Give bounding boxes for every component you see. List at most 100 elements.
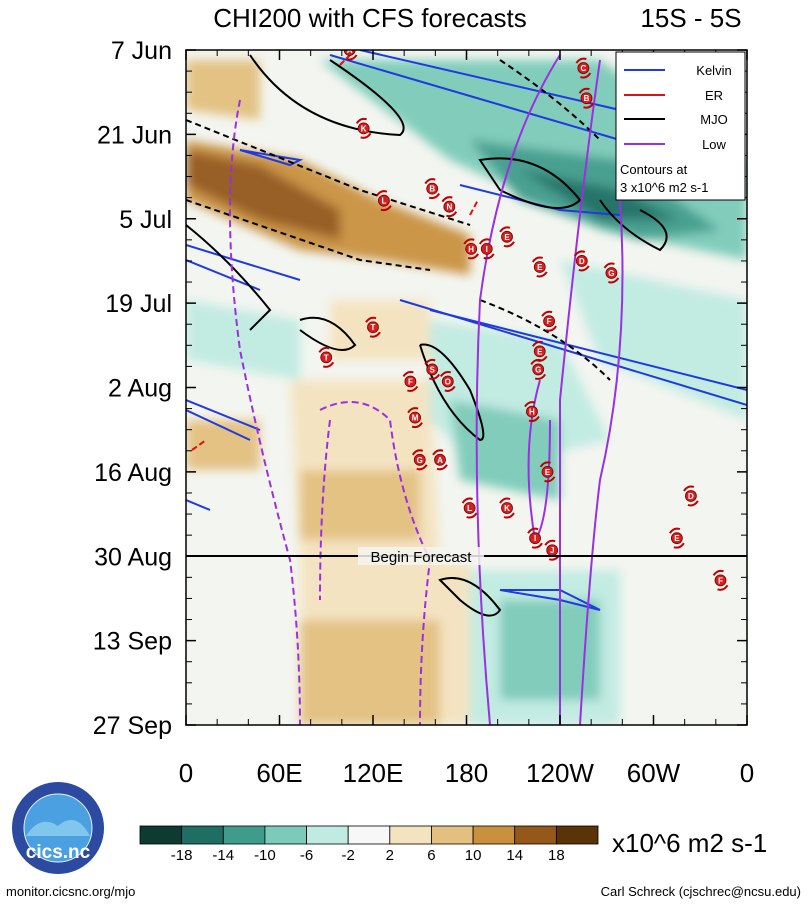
- storm-arm: [463, 238, 475, 245]
- storm-letter: T: [371, 323, 376, 332]
- colorbar-swatch: [472, 825, 516, 845]
- storm-letter: O: [445, 377, 451, 386]
- storm-dot: [343, 50, 356, 56]
- storm-letter: E: [537, 347, 543, 356]
- legend-low: Low: [702, 137, 726, 152]
- storm-letter: E: [674, 534, 680, 543]
- storm-arm: [575, 57, 587, 64]
- storm-dot: [529, 532, 541, 545]
- storm-arm: [424, 358, 436, 366]
- storm-letter: E: [545, 468, 551, 477]
- chart-region: 15S - 5S: [640, 3, 741, 33]
- storm-arm: [683, 485, 695, 492]
- storm-marker: D: [573, 250, 590, 272]
- storm-arm: [580, 72, 592, 79]
- storm-arm: [467, 253, 480, 260]
- storm-arm: [573, 250, 586, 257]
- storm-arm: [436, 464, 448, 471]
- storm-dot: [670, 532, 683, 545]
- storm-arm: [541, 310, 553, 317]
- storm-letter: A: [347, 46, 353, 55]
- storm-dot: [320, 351, 333, 364]
- y-axis: 7 Jun 21 Jun 5 Jul 19 Jul 2 Aug 16 Aug 30 Aug 1…: [93, 37, 747, 740]
- storm-arm: [424, 178, 436, 185]
- storm-marker: E: [669, 527, 685, 549]
- storm-arm: [578, 265, 590, 272]
- storm-marker: T: [318, 346, 335, 368]
- storm-marker: O: [439, 370, 456, 392]
- storm-dot: [532, 363, 545, 376]
- storm-marker: S: [424, 358, 441, 380]
- low-frequency-contours: [229, 54, 624, 725]
- storm-letter: G: [417, 456, 423, 465]
- colorbar-tick-label: 14: [506, 847, 523, 864]
- y-tick-label: 19 Jul: [105, 290, 172, 318]
- storm-letter: E: [504, 233, 510, 242]
- storm-arm: [428, 193, 441, 200]
- y-tick-label: 30 Aug: [94, 543, 172, 571]
- storm-arm: [407, 407, 419, 414]
- colorbar-tick-label: -14: [212, 847, 234, 864]
- storm-dot: [533, 345, 546, 358]
- y-tick-label: 27 Sep: [93, 712, 172, 740]
- storm-dot: [378, 194, 390, 207]
- storm-arm: [355, 117, 367, 124]
- x-axis: 0 60E 120E 180 120W 60W 0: [179, 50, 754, 788]
- storm-marker: K: [355, 117, 372, 139]
- storm-arm: [578, 87, 590, 94]
- colorbar-units: x10^6 m2 s-1: [612, 828, 767, 858]
- storm-arm: [534, 373, 547, 380]
- storm-letter: T: [324, 353, 329, 362]
- storm-letter: G: [535, 365, 541, 374]
- storm-dot: [404, 375, 417, 388]
- storm-arm: [402, 370, 414, 378]
- legend-er: ER: [705, 88, 723, 103]
- storm-marker: C: [575, 57, 592, 79]
- forecast-label: Begin Forecast: [371, 549, 473, 566]
- storm-arm: [376, 190, 388, 197]
- colorbar-tick-label: -6: [300, 847, 313, 864]
- storm-marker: A: [432, 449, 448, 471]
- storm-arm: [365, 316, 377, 323]
- storm-marker: G: [530, 358, 547, 380]
- storm-dot: [575, 255, 588, 267]
- storm-marker: J: [544, 539, 561, 561]
- logo-text: cics.nc: [26, 842, 91, 863]
- storm-dot: [357, 122, 370, 135]
- storm-letter: G: [608, 269, 614, 278]
- storm-letter: C: [580, 64, 586, 73]
- storm-arm: [527, 527, 539, 534]
- storm-dot: [367, 321, 379, 334]
- storm-arm: [466, 512, 478, 519]
- storm-arm: [499, 497, 511, 504]
- colorbar-tick-label: 10: [465, 847, 482, 864]
- colorbar-swatch: [389, 825, 432, 845]
- storm-letter: H: [468, 245, 474, 254]
- x-tick-label: 0: [179, 758, 193, 788]
- storm-letter: L: [467, 504, 472, 513]
- storm-arm: [461, 497, 473, 504]
- storm-letter: B: [429, 185, 435, 194]
- storm-arm: [712, 569, 724, 576]
- y-tick-label: 21 Jun: [97, 121, 172, 149]
- storm-letter: K: [361, 124, 367, 133]
- storm-marker: F: [541, 310, 557, 332]
- storm-dot: [541, 465, 554, 478]
- storm-arm: [416, 464, 428, 471]
- storm-letter: F: [547, 317, 552, 326]
- storm-marker: B: [578, 87, 595, 109]
- storm-letter: F: [408, 377, 413, 386]
- storm-arm: [369, 331, 381, 338]
- storm-arm: [536, 271, 548, 278]
- storm-dot: [714, 574, 727, 587]
- storm-arm: [346, 54, 358, 61]
- storm-arm: [411, 422, 423, 429]
- x-tick-label: 60E: [256, 758, 302, 788]
- storm-marker: H: [524, 401, 540, 423]
- colorbar-swatch: [181, 825, 224, 845]
- mjo-contours: [186, 54, 668, 617]
- storm-arm: [530, 358, 542, 366]
- er-contours: [191, 50, 479, 451]
